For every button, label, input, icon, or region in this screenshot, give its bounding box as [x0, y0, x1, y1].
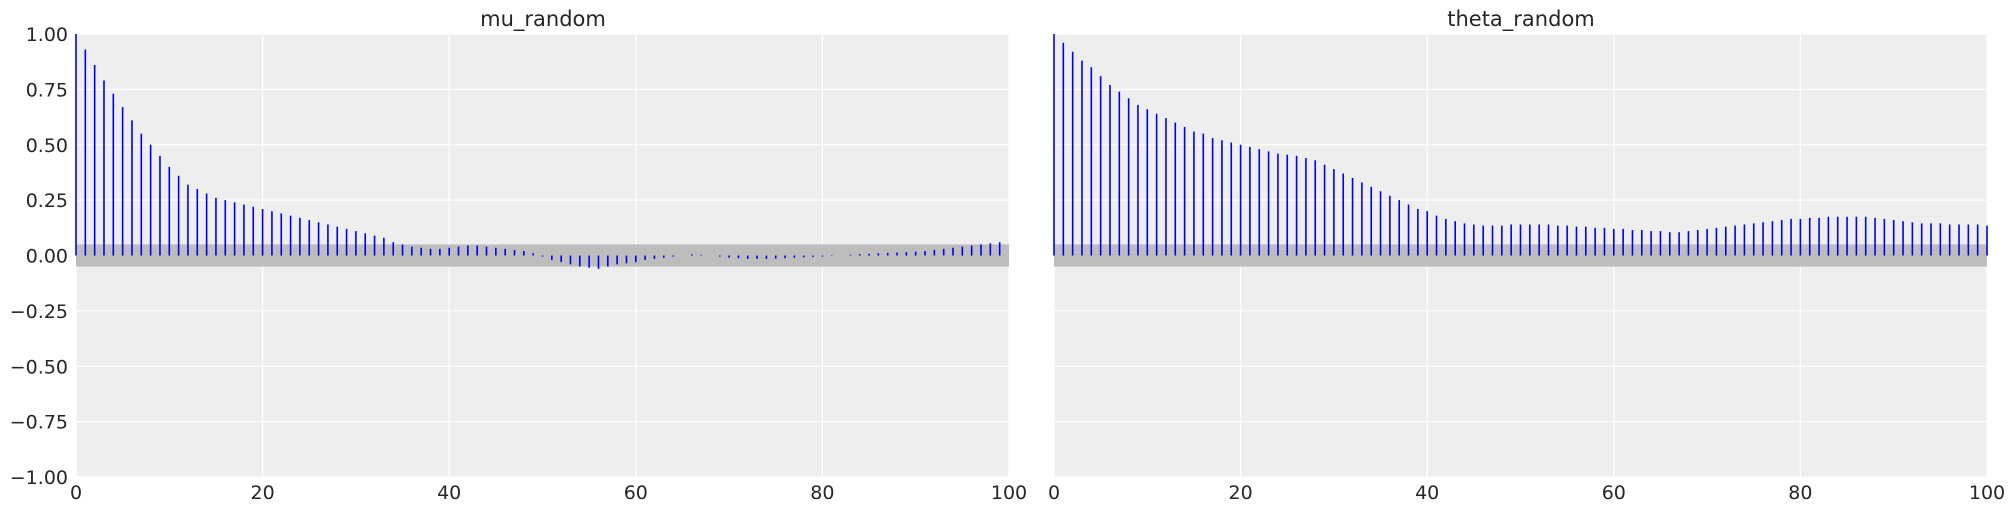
x-tick-label: 20 [1229, 482, 1253, 504]
y-tick-label: 0.25 [26, 190, 68, 212]
x-tick-label: 80 [1788, 482, 1812, 504]
y-tick-label: −1.00 [10, 467, 68, 489]
panel-theta-random: theta_random 0 20 40 60 80 100 [1048, 7, 2005, 504]
x-tick-label: 80 [810, 482, 834, 504]
chart-title: theta_random [1447, 7, 1595, 32]
y-tick-label: 0.50 [26, 135, 68, 157]
x-tick-label: 60 [624, 482, 648, 504]
x-tick-label: 0 [1048, 482, 1060, 504]
y-tick-label: 0.00 [26, 246, 68, 268]
y-tick-label: 0.75 [26, 79, 68, 101]
y-tick-label: 1.00 [26, 24, 68, 46]
panel-mu-random: mu_random 0 20 40 60 80 100 1.00 0.75 0.50 0.25 0.… [10, 7, 1027, 504]
y-tick-label: −0.50 [10, 356, 68, 378]
y-tick-label: −0.75 [10, 412, 68, 434]
y-tick-label: −0.25 [10, 301, 68, 323]
x-tick-label: 60 [1602, 482, 1626, 504]
chart-title: mu_random [480, 7, 606, 32]
x-tick-label: 0 [70, 482, 82, 504]
x-tick-label: 40 [1415, 482, 1439, 504]
x-tick-label: 20 [251, 482, 275, 504]
x-tick-label: 40 [437, 482, 461, 504]
x-tick-label: 100 [1969, 482, 2005, 504]
x-tick-label: 100 [991, 482, 1027, 504]
